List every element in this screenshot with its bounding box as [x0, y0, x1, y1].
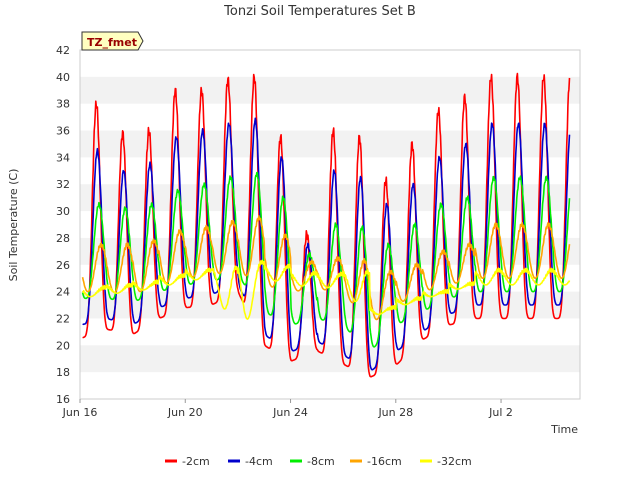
legend-item: -16cm	[350, 455, 402, 468]
x-axis-label: Time	[550, 423, 578, 436]
site-badge: TZ_fmet	[81, 31, 144, 51]
plot-frame	[79, 49, 581, 400]
legend-item: -8cm	[290, 455, 335, 468]
site-badge-label: TZ_fmet	[87, 36, 137, 49]
y-tick-label: 32	[56, 178, 70, 191]
series-line--16cm	[81, 215, 571, 321]
legend: -2cm -4cm -8cm -16cm -32cm	[165, 455, 472, 468]
grid-band	[80, 345, 580, 373]
grid-band	[80, 76, 580, 104]
y-tick-label: 28	[56, 232, 70, 245]
legend-label: -4cm	[245, 455, 273, 468]
y-tick-label: 40	[56, 71, 70, 84]
y-axis-label: Soil Temperature (C)	[7, 169, 20, 282]
grid-band	[80, 130, 580, 158]
legend-item: -4cm	[228, 455, 273, 468]
series-lines	[81, 72, 571, 378]
legend-item: -2cm	[165, 455, 210, 468]
y-tick-label: 22	[56, 312, 70, 325]
y-tick-label: 30	[56, 205, 70, 218]
series-line--32cm	[81, 259, 571, 320]
x-tick-label: Jun 16	[62, 406, 98, 419]
grid-band	[80, 291, 580, 319]
legend-label: -32cm	[437, 455, 472, 468]
x-tick-label: Jun 28	[377, 406, 413, 419]
x-tick-label: Jun 20	[167, 406, 203, 419]
x-axis: Jun 16 Jun 20 Jun 24 Jun 28 Jul 2	[62, 399, 513, 419]
chart-title: Tonzi Soil Temperatures Set B	[223, 4, 416, 19]
x-tick-label: Jun 24	[272, 406, 308, 419]
y-tick-label: 16	[56, 393, 70, 406]
series-line--4cm	[82, 117, 571, 371]
y-tick-label: 20	[56, 339, 70, 352]
y-tick-label: 26	[56, 259, 70, 272]
y-tick-label: 24	[56, 286, 70, 299]
legend-label: -8cm	[307, 455, 335, 468]
legend-label: -16cm	[367, 455, 402, 468]
series-line--8cm	[81, 171, 571, 348]
y-tick-label: 42	[56, 44, 70, 57]
y-tick-label: 34	[56, 151, 70, 164]
legend-label: -2cm	[182, 455, 210, 468]
y-tick-label: 36	[56, 125, 70, 138]
x-tick-label: Jul 2	[488, 406, 513, 419]
y-tick-label: 38	[56, 98, 70, 111]
legend-item: -32cm	[420, 455, 472, 468]
y-axis: 16 18 20 22 24 26 28 30 32 34 36 38 40 42	[56, 44, 70, 406]
y-tick-label: 18	[56, 366, 70, 379]
